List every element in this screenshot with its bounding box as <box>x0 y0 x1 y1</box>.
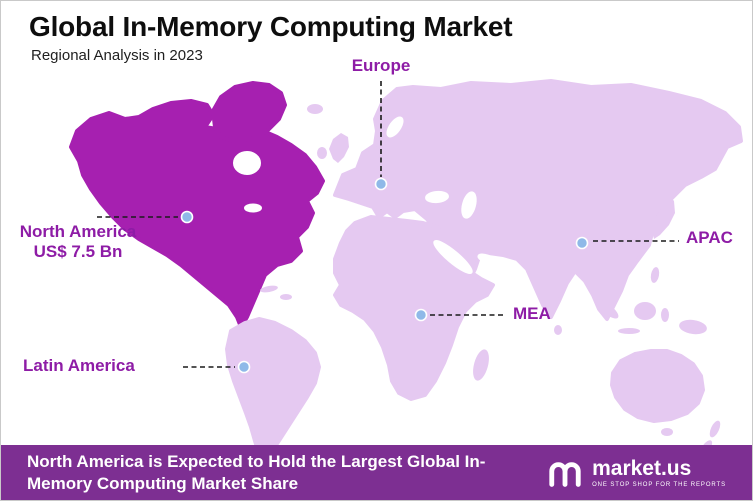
marker-dot-north-america <box>180 210 194 224</box>
footer-banner: North America is Expected to Hold the La… <box>1 445 752 500</box>
page-subtitle: Regional Analysis in 2023 <box>31 47 203 64</box>
market-us-logo-icon <box>549 461 581 487</box>
label-north-america-value: US$ 7.5 Bn <box>33 242 123 262</box>
map-region-greenland <box>211 81 287 143</box>
label-apac: APAC <box>686 228 733 247</box>
map-island-japan <box>652 193 675 239</box>
brand-logo: market.us ONE STOP SHOP FOR THE REPORTS <box>547 458 726 488</box>
map-island-iceland <box>307 104 323 114</box>
map-island-new-zealand-north <box>709 420 721 438</box>
map-island-ireland <box>317 147 327 159</box>
marker-dot-apac <box>575 236 589 250</box>
map-island-philippines <box>650 267 660 283</box>
map-island-sulawesi <box>661 308 669 322</box>
map-region-australia <box>610 349 705 423</box>
map-region-north-america <box>69 99 325 329</box>
map-island-sri-lanka <box>554 325 562 335</box>
map-region-south-america <box>225 317 321 464</box>
map-island-cuba <box>260 285 278 293</box>
red-sea <box>433 240 473 274</box>
label-europe: Europe <box>351 56 411 75</box>
black-sea <box>425 190 449 204</box>
marker-dot-mea <box>414 308 428 322</box>
caspian-sea <box>461 191 477 219</box>
map-island-borneo <box>634 302 656 320</box>
footer-message: North America is Expected to Hold the La… <box>27 452 486 493</box>
marker-dot-latin-america <box>237 360 251 374</box>
map-island-hispaniola <box>280 294 292 300</box>
brand-tagline: ONE STOP SHOP FOR THE REPORTS <box>592 481 726 488</box>
map-island-new-guinea <box>679 319 707 335</box>
map-island-tasmania <box>661 428 673 436</box>
label-north-america: North America US$ 7.5 Bn <box>3 222 153 262</box>
label-mea: MEA <box>513 304 551 323</box>
page-title: Global In-Memory Computing Market <box>29 11 513 42</box>
brand-text-block: market.us ONE STOP SHOP FOR THE REPORTS <box>592 458 726 488</box>
great-lakes <box>244 203 262 213</box>
marker-dot-europe <box>374 177 388 191</box>
map-island-madagascar <box>473 349 489 381</box>
persian-gulf <box>477 253 497 265</box>
map-island-uk <box>329 133 349 163</box>
hudson-bay <box>233 151 261 175</box>
baltic-sea <box>386 116 404 138</box>
label-north-america-name: North America <box>19 222 137 241</box>
label-latin-america: Latin America <box>23 356 135 375</box>
brand-name: market.us <box>592 456 692 480</box>
map-island-sumatra <box>595 299 619 319</box>
map-island-java <box>618 328 640 334</box>
